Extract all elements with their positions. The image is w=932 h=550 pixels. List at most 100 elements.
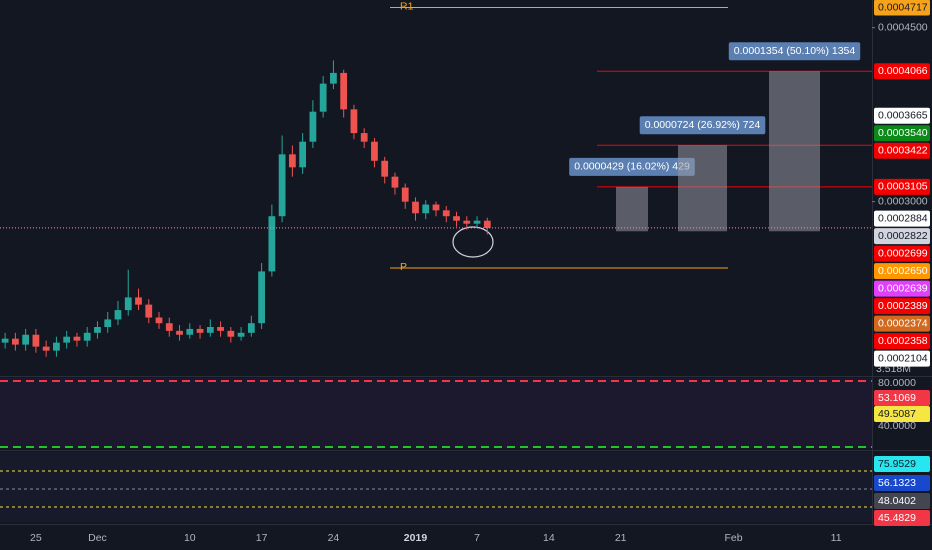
candle-body xyxy=(360,133,368,142)
x-tick-label: 25 xyxy=(30,532,42,544)
candle-body xyxy=(12,338,19,345)
indicator-label: 40.0000 xyxy=(878,420,916,432)
indicator-label: 49.5087 xyxy=(878,408,916,420)
candle-body xyxy=(453,216,460,221)
candle-body xyxy=(432,204,440,211)
price-badge xyxy=(874,280,930,297)
candle-body xyxy=(135,297,142,305)
pivot-label: P xyxy=(400,261,407,273)
measure-label: 0.0000429 (16.02%) 429 xyxy=(574,161,690,173)
oscillator-pane xyxy=(0,452,872,522)
pivot-label: R1 xyxy=(400,0,414,12)
highlight-ellipse xyxy=(452,226,494,258)
candle-body xyxy=(442,210,450,217)
candle-body xyxy=(124,297,132,311)
x-tick-label: 11 xyxy=(831,532,842,544)
price-badge-label: 0.0002104 xyxy=(878,352,928,364)
candle-body xyxy=(381,160,389,177)
price-badge xyxy=(874,142,930,159)
indicator-badge xyxy=(874,406,930,422)
x-tick-label: 17 xyxy=(256,532,268,544)
x-tick-label: Dec xyxy=(88,532,107,544)
measure-label-bg xyxy=(728,42,861,61)
indicator-label: 75.9529 xyxy=(878,458,916,470)
price-badge xyxy=(874,245,930,262)
candle-body xyxy=(340,72,348,110)
candle-body xyxy=(330,72,337,84)
candle-body xyxy=(63,336,71,343)
price-badge-label: 0.0003422 xyxy=(878,145,928,157)
x-tick-label: 10 xyxy=(184,532,196,544)
rsi-pane xyxy=(0,378,872,448)
candle-body xyxy=(422,204,430,214)
candle-body xyxy=(104,319,112,328)
price-badge xyxy=(874,178,930,195)
candle-body xyxy=(350,109,358,134)
x-tick-label: 21 xyxy=(615,532,627,544)
price-badge-label: 0.0003540 xyxy=(878,127,928,139)
candle-body xyxy=(463,220,471,224)
candle-body xyxy=(196,328,204,333)
price-badge xyxy=(874,315,930,332)
y-tick-label: 0.0004500 xyxy=(878,21,928,33)
measure-box xyxy=(678,145,727,232)
candle-body xyxy=(401,187,409,202)
candle-body xyxy=(165,323,173,331)
price-badge-label: 0.0002374 xyxy=(878,317,928,329)
candle-body xyxy=(473,220,481,224)
candle-body xyxy=(319,83,327,112)
y-tick-label: 0.0003000 xyxy=(878,195,928,207)
indicator-badge xyxy=(874,475,930,491)
x-tick-label: 24 xyxy=(328,532,340,544)
candle-body xyxy=(391,176,399,188)
indicator-label: 45.4829 xyxy=(878,512,916,524)
candle-body xyxy=(73,336,81,341)
price-badge-label: 0.0002699 xyxy=(878,247,928,259)
candle-body xyxy=(83,332,91,341)
indicator-badge xyxy=(874,493,930,509)
candle-body xyxy=(1,338,9,343)
price-badge xyxy=(874,263,930,280)
candle-body xyxy=(258,271,265,324)
candle-body xyxy=(176,330,183,335)
candle-body xyxy=(268,216,276,272)
indicator-label: 56.1323 xyxy=(878,477,916,489)
price-badge-label: 0.0002650 xyxy=(878,265,928,277)
indicator-badge xyxy=(874,390,930,406)
candle-body xyxy=(288,154,296,168)
x-tick-label: 2019 xyxy=(404,532,428,544)
price-badge-label: 0.0003105 xyxy=(878,181,928,193)
measure-label-bg xyxy=(569,157,695,176)
price-badge-label: 0.0002358 xyxy=(878,335,928,347)
x-tick-label: 14 xyxy=(543,532,555,544)
x-tick-label: 7 xyxy=(474,532,480,544)
candle-body xyxy=(217,327,224,331)
candle-body xyxy=(32,334,40,347)
candle-body xyxy=(371,141,378,161)
price-badge-label: 0.0002822 xyxy=(878,230,928,242)
measure-box xyxy=(769,71,820,232)
price-badge xyxy=(874,333,930,350)
price-badge xyxy=(874,0,930,16)
price-badge-label: 0.0003665 xyxy=(878,110,928,122)
price-badge-label: 0.0002389 xyxy=(878,300,928,312)
price-badge xyxy=(874,350,930,367)
x-tick-label: Feb xyxy=(724,532,742,544)
candle-body xyxy=(22,334,30,345)
candle-body xyxy=(299,141,307,168)
measure-box xyxy=(616,186,648,232)
indicator-badge xyxy=(874,510,930,526)
price-badge xyxy=(874,63,930,80)
candle-body xyxy=(155,317,163,324)
price-badge xyxy=(874,210,930,227)
indicator-label: 53.1069 xyxy=(878,392,916,404)
measure-label: 0.0000724 (26.92%) 724 xyxy=(645,119,761,131)
candle-body xyxy=(206,327,214,333)
candle-body xyxy=(247,323,255,333)
price-badge-label: 0.0002639 xyxy=(878,282,928,294)
price-badge xyxy=(874,125,930,142)
candle-body xyxy=(114,310,122,320)
candle-body xyxy=(227,330,235,337)
indicator-label: 80.0000 xyxy=(878,377,916,389)
